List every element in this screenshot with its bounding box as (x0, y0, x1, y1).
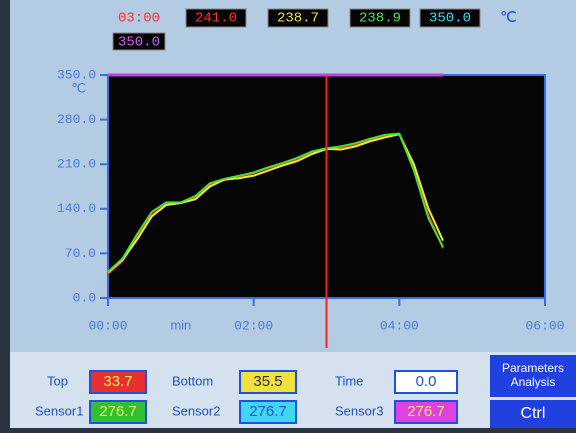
header-time: 03:00 (118, 11, 160, 27)
field-label: Sensor2 (172, 403, 220, 418)
field-value: 35.5 (253, 373, 282, 390)
field-label: Bottom (172, 373, 213, 388)
readout-box (349, 8, 411, 28)
field-box (89, 370, 147, 394)
field-box (394, 400, 458, 424)
unit: ℃ (500, 9, 517, 26)
readout-box (267, 8, 329, 28)
y-tick-label: 280.0 (57, 112, 96, 127)
setpoint: 350.0 (118, 35, 160, 51)
field-box (239, 400, 297, 424)
readout-box (419, 8, 481, 28)
button-label[interactable]: Ctrl (521, 405, 546, 422)
y-tick-label: 210.0 (57, 157, 96, 172)
readout: 241.0 (195, 11, 237, 27)
readout-box (185, 8, 247, 28)
field-value: 276.7 (407, 403, 445, 420)
button-label[interactable]: Parameters Analysis (502, 361, 564, 389)
readout: 238.9 (359, 11, 401, 27)
x-unit: min (170, 317, 191, 332)
y-tick-label: 70.0 (65, 246, 96, 261)
field-box (394, 370, 458, 394)
y-tick-label: 350.0 (57, 67, 96, 82)
button[interactable] (490, 355, 576, 397)
field-box (239, 370, 297, 394)
field-label: Sensor3 (335, 403, 383, 418)
button[interactable] (490, 400, 576, 428)
field-label: Time (335, 373, 363, 388)
x-tick-label: 06:00 (525, 318, 564, 333)
setpoint-box (112, 32, 166, 51)
readout: 238.7 (277, 11, 319, 27)
y-tick-label: 140.0 (57, 201, 96, 216)
field-box (89, 400, 147, 424)
series-line (107, 133, 444, 274)
x-tick-label: 04:00 (380, 318, 419, 333)
series-line (107, 132, 444, 273)
field-value: 33.7 (103, 373, 132, 390)
x-tick-label: 02:00 (234, 318, 273, 333)
field-value: 0.0 (416, 373, 437, 390)
y-unit: ℃ (71, 80, 86, 95)
y-tick-label: 0.0 (73, 290, 96, 305)
field-value: 276.7 (249, 403, 287, 420)
field-value: 276.7 (99, 403, 137, 420)
x-tick-label: 00:00 (88, 318, 127, 333)
field-label: Top (47, 373, 68, 388)
readout: 350.0 (429, 11, 471, 27)
field-label: Sensor1 (35, 403, 83, 418)
